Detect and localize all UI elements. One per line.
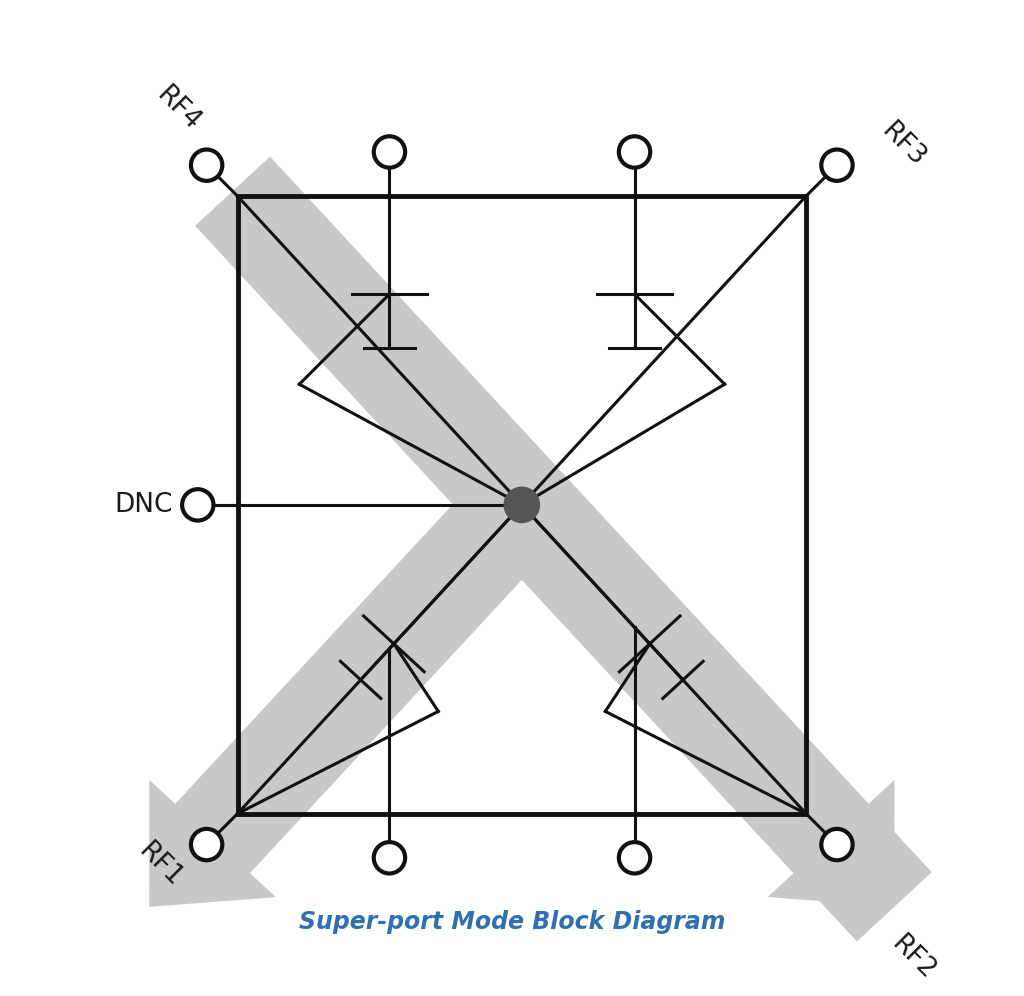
Text: RF4: RF4 (152, 82, 206, 135)
Circle shape (504, 487, 540, 523)
Text: RF2: RF2 (886, 931, 940, 985)
Circle shape (618, 842, 650, 873)
Circle shape (190, 829, 222, 861)
Polygon shape (150, 470, 559, 906)
Circle shape (374, 842, 406, 873)
Circle shape (182, 489, 213, 521)
Circle shape (374, 136, 406, 167)
Text: Super-port Mode Block Diagram: Super-port Mode Block Diagram (299, 909, 725, 933)
Polygon shape (484, 470, 932, 941)
Text: DNC: DNC (114, 492, 172, 518)
Circle shape (618, 136, 650, 167)
Circle shape (821, 829, 853, 861)
Text: RF1: RF1 (133, 839, 187, 892)
Text: RF3: RF3 (877, 118, 930, 171)
Polygon shape (196, 156, 894, 906)
Circle shape (821, 149, 853, 181)
Bar (238, 196, 806, 814)
Circle shape (190, 149, 222, 181)
